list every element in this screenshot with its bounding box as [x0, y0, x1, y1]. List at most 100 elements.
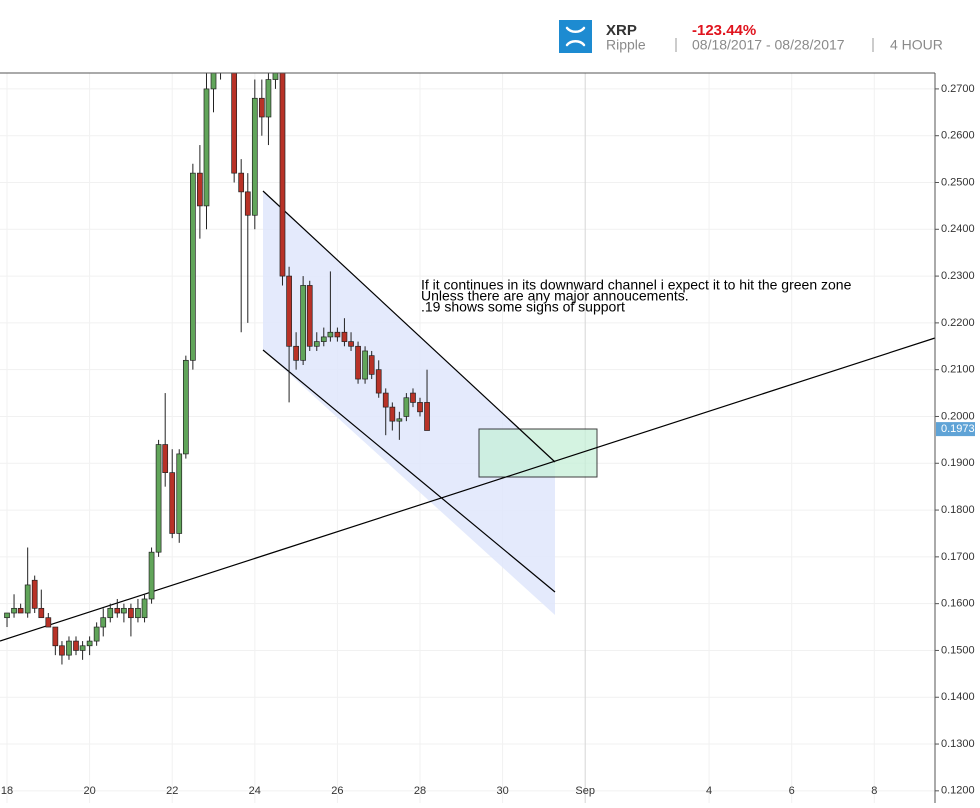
y-tick-label: 0.2300 — [941, 270, 975, 282]
candle-body — [348, 341, 354, 347]
candle-body — [424, 402, 430, 431]
candle-body — [306, 285, 313, 347]
candle-body — [218, 19, 223, 42]
candle-body — [79, 645, 86, 651]
candle-body — [417, 402, 423, 413]
annotation-line: .19 shows some signs of support — [421, 299, 625, 315]
candle-body — [4, 612, 10, 619]
candle-body — [320, 336, 327, 342]
candle-body — [210, 73, 217, 90]
y-tick-label: 0.1800 — [941, 504, 975, 516]
candle-body — [368, 355, 375, 375]
candle-body — [334, 331, 341, 338]
x-tick-label: 4 — [706, 785, 712, 797]
candle-body — [52, 626, 59, 647]
candle-body — [327, 331, 334, 338]
y-tick-label: 0.1600 — [941, 598, 975, 610]
y-tick-label: 0.1300 — [941, 738, 975, 750]
candle-body — [355, 345, 361, 380]
candle-body — [258, 97, 265, 118]
x-tick-label: 18 — [1, 785, 13, 797]
candle-body — [128, 607, 134, 619]
date-range: 08/18/2017 - 08/28/2017 — [692, 37, 845, 53]
change: -123.44% — [692, 22, 756, 39]
candle-body — [190, 172, 196, 361]
annotation-line: If it continues in its downward channel … — [421, 277, 852, 293]
candle-body — [59, 645, 65, 656]
y-tick-label: 0.2100 — [941, 364, 975, 376]
y-tick-label: 0.1500 — [941, 644, 975, 656]
last-price-label: 0.1973 — [941, 423, 975, 435]
annotation-line: Unless there are any major annoucements. — [421, 288, 689, 304]
candle-body — [66, 640, 72, 656]
candle-body — [169, 472, 176, 534]
x-tick-label: 8 — [871, 785, 877, 797]
symbol-name: Ripple — [606, 37, 646, 53]
symbol: XRP — [606, 22, 637, 39]
candle-body — [24, 584, 31, 614]
candle-body — [389, 406, 396, 422]
candle-body — [93, 626, 100, 642]
y-tick-label: 0.2000 — [941, 410, 975, 422]
x-tick-label: 24 — [249, 785, 261, 797]
candle-body — [300, 285, 306, 361]
y-tick-label: 0.2700 — [941, 83, 975, 95]
candle-body — [107, 607, 114, 619]
candles — [4, 19, 430, 665]
x-tick-label: 22 — [166, 785, 178, 797]
candle-body — [375, 369, 382, 394]
candle-body — [45, 617, 52, 628]
y-tick-label: 0.2500 — [941, 176, 975, 188]
last-price-box — [936, 422, 975, 437]
y-tick-label: 0.1400 — [941, 691, 975, 703]
y-tick-label: 0.1200 — [941, 785, 975, 797]
candle-body — [231, 73, 238, 174]
candle-body — [238, 172, 245, 193]
candle-body — [313, 341, 320, 347]
candle-body — [341, 331, 348, 342]
candle-body — [11, 607, 17, 614]
x-tick-label: 30 — [496, 785, 508, 797]
candle-body — [362, 350, 368, 380]
symbol-icon — [559, 20, 592, 53]
candle-body — [286, 275, 292, 347]
candle-body — [182, 359, 189, 455]
candle-body — [31, 579, 38, 609]
channel-lower — [262, 349, 556, 593]
target-zone — [478, 428, 598, 478]
x-tick-label: 6 — [789, 785, 795, 797]
x-tick-label: 28 — [414, 785, 426, 797]
candle-body — [86, 640, 93, 647]
trend-line — [0, 337, 936, 642]
header: XRP Ripple -123.44% 08/18/2017 - 08/28/2… — [559, 20, 943, 53]
channel-upper — [262, 190, 556, 463]
candle-body — [176, 453, 183, 534]
candle-body — [251, 97, 258, 216]
x-tick-label: 20 — [83, 785, 95, 797]
candle-body — [197, 172, 203, 207]
candle-body — [148, 551, 155, 600]
candle-body — [382, 392, 389, 408]
candle-body — [155, 444, 162, 553]
y-tick-label: 0.1900 — [941, 457, 975, 469]
candle-body — [410, 392, 416, 403]
candle-body — [265, 79, 272, 118]
x-tick-label: 26 — [331, 785, 343, 797]
candle-body — [135, 607, 141, 619]
y-tick-label: 0.2400 — [941, 223, 975, 235]
candle-body — [279, 73, 286, 277]
candle-body — [141, 598, 148, 619]
y-tick-label: 0.1700 — [941, 551, 975, 563]
candle-body — [73, 640, 79, 651]
candle-body — [244, 191, 251, 216]
candle-body — [225, 19, 230, 42]
y-tick-label: 0.2200 — [941, 317, 975, 329]
candle-body — [403, 397, 410, 417]
candle-body — [396, 418, 403, 422]
candle-body — [121, 607, 127, 614]
interval: 4 HOUR — [890, 37, 943, 53]
y-tick-label: 0.2600 — [941, 130, 975, 142]
candle-body — [38, 607, 45, 619]
candle-body — [293, 345, 299, 361]
